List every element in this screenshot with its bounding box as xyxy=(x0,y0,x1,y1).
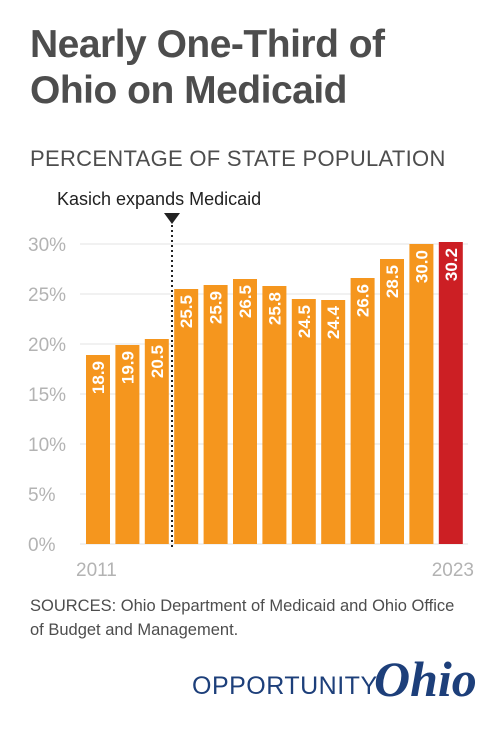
logo-word: OPPORTUNITY xyxy=(192,672,378,700)
opportunity-ohio-logo: OPPORTUNITY Ohio xyxy=(192,650,482,710)
logo-script: Ohio xyxy=(374,651,477,707)
bar-chart: 0% 5% 10% 15% 20% 25% 30% 2011 2023 18.9 19.9 20.5… xyxy=(28,189,474,580)
bar-value-label: 18.9 xyxy=(89,361,108,394)
y-tick-label: 30% xyxy=(28,235,66,256)
y-tick-label: 25% xyxy=(28,285,66,306)
bar xyxy=(144,339,169,544)
bar xyxy=(203,285,228,544)
bar xyxy=(321,300,346,544)
chart-subtitle: PERCENTAGE OF STATE POPULATION xyxy=(30,146,446,171)
bar xyxy=(115,345,140,544)
bar-value-label: 26.5 xyxy=(236,285,255,318)
bar-value-label: 19.9 xyxy=(118,351,137,384)
bar-value-label: 24.5 xyxy=(295,305,314,338)
x-tick-label: 2011 xyxy=(76,560,117,580)
bar-value-label: 25.8 xyxy=(265,292,284,325)
sources-note: SOURCES: Ohio Department of Medicaid and… xyxy=(30,597,455,639)
bar xyxy=(233,279,257,544)
bar-value-label: 20.5 xyxy=(148,345,167,378)
bar xyxy=(174,289,199,544)
y-tick-label: 5% xyxy=(28,485,56,506)
bar xyxy=(262,286,287,544)
bar-value-label: 25.9 xyxy=(207,291,226,324)
bars: 18.9 19.9 20.5 25.5 25.9 26.5 25.8 24.5 24.4 26.6… xyxy=(86,242,463,544)
y-tick-label: 20% xyxy=(28,335,66,356)
y-tick-label: 0% xyxy=(28,535,56,556)
expansion-annotation: Kasich expands Medicaid xyxy=(57,189,261,548)
y-tick-label: 15% xyxy=(28,385,66,406)
chart-title: Nearly One-Third of Ohio on Medicaid xyxy=(30,23,385,112)
bar-value-label: 25.5 xyxy=(177,295,196,328)
bar xyxy=(350,278,375,544)
x-tick-label: 2023 xyxy=(432,560,474,580)
bar xyxy=(438,242,463,544)
bar-value-label: 30.2 xyxy=(442,248,461,281)
bar-value-label: 30.0 xyxy=(412,250,431,283)
bar-value-label: 26.6 xyxy=(354,284,373,317)
bar-value-label: 28.5 xyxy=(383,265,402,298)
annotation-marker xyxy=(164,213,180,224)
y-tick-label: 10% xyxy=(28,435,66,456)
bar xyxy=(86,355,110,544)
bar xyxy=(380,259,404,544)
bar xyxy=(291,299,316,544)
bar xyxy=(409,244,434,544)
bar-value-label: 24.4 xyxy=(324,305,343,339)
annotation-label: Kasich expands Medicaid xyxy=(57,189,261,209)
